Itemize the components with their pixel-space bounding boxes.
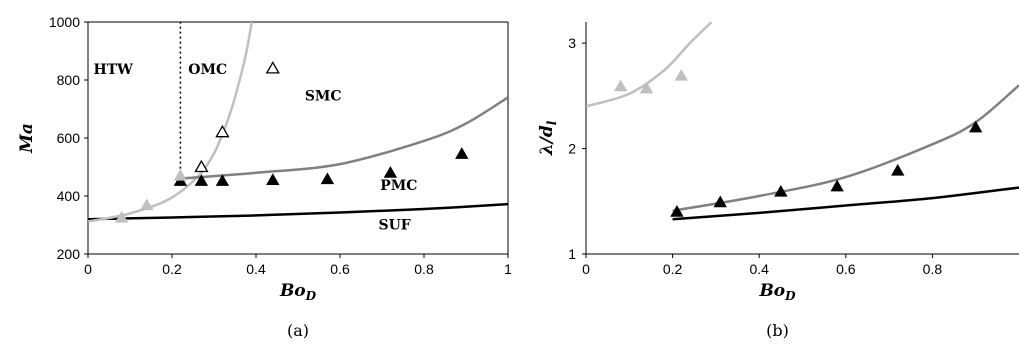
x-tick-label: 0.2 <box>162 261 182 277</box>
x-tick-label: 0.6 <box>330 261 350 277</box>
filled-triangle-marker <box>455 147 469 159</box>
filled-triangle-marker <box>140 198 154 211</box>
filled-triangle-marker <box>266 173 280 185</box>
boundary-curve <box>88 22 254 223</box>
filled-triangle-marker <box>194 174 209 186</box>
x-axis-label: BoD <box>279 281 317 303</box>
x-tick-label: 0.6 <box>836 261 856 277</box>
x-tick-label: 0.2 <box>663 261 683 277</box>
region-label-htw: HTW <box>94 62 134 78</box>
boundary-curve <box>88 202 508 221</box>
filled-triangle-marker <box>320 172 335 185</box>
y-tick-label: 2 <box>568 141 576 157</box>
panel-label: (a) <box>287 321 309 340</box>
x-tick-label: 0 <box>582 261 590 277</box>
y-tick-label: 800 <box>57 72 81 88</box>
filled-triangle-marker <box>713 195 727 208</box>
boundary-curve <box>672 84 1019 212</box>
x-tick-label: 0.4 <box>246 261 266 277</box>
boundary-curve <box>586 22 713 108</box>
boundary-curve <box>180 96 508 180</box>
filled-triangle-marker <box>613 79 628 92</box>
x-tick-label: 0.8 <box>414 261 434 277</box>
y-tick-label: 3 <box>568 35 576 51</box>
region-label-suf: SUF <box>378 217 410 233</box>
filled-triangle-marker <box>774 184 788 197</box>
filled-triangle-marker <box>114 210 129 223</box>
open-triangle-marker <box>194 159 209 173</box>
panel-a: 0 0.2 0.4 0.6 0.8 1 200 400 600 800 1000 BoD Ma (a) HT… <box>17 14 512 340</box>
region-label-omc: OMC <box>188 62 227 78</box>
filled-triangle-marker <box>215 174 230 186</box>
filled-triangle-marker <box>639 81 654 94</box>
filled-triangle-marker <box>891 163 905 176</box>
panel-label: (b) <box>766 321 789 340</box>
x-tick-label: 0 <box>84 261 92 277</box>
x-tick-label: 0.8 <box>923 261 943 277</box>
filled-triangle-marker <box>830 179 844 192</box>
boundary-curve <box>672 186 1019 221</box>
filled-triangle-marker <box>670 205 684 217</box>
region-label-pmc: PMC <box>380 178 417 194</box>
x-tick-label: 0.4 <box>749 261 769 277</box>
y-tick-label: 600 <box>57 130 81 146</box>
x-axis-label: BoD <box>758 281 796 303</box>
y-axis-label: Ma <box>17 123 37 154</box>
y-tick-label: 400 <box>57 188 81 204</box>
open-triangle-marker <box>215 124 230 138</box>
y-tick-label: 1000 <box>49 14 80 30</box>
region-label-smc: SMC <box>305 88 342 104</box>
panel-b: 0 0.2 0.4 0.6 0.8 1 2 3 BoD λ/dl (b) <box>537 22 1019 340</box>
filled-triangle-marker <box>674 68 688 81</box>
y-tick-label: 1 <box>568 246 576 262</box>
filled-triangle-marker <box>173 168 188 181</box>
x-tick-label: 1 <box>504 261 512 277</box>
y-tick-label: 200 <box>57 246 81 262</box>
open-triangle-marker <box>265 61 280 74</box>
y-axis-label: λ/dl <box>537 120 559 156</box>
filled-triangle-marker <box>383 165 398 178</box>
filled-triangle-marker <box>969 120 983 133</box>
